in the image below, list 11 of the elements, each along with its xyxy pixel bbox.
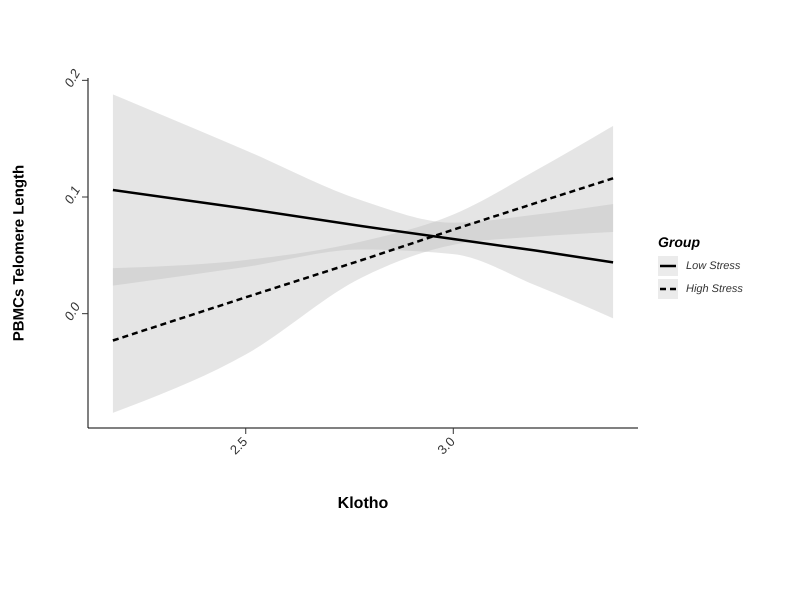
- x-tick-label: 3.0: [434, 434, 458, 458]
- legend-title: Group: [658, 234, 701, 250]
- y-tick-label: 0.2: [61, 66, 84, 90]
- x-axis-title: Klotho: [338, 495, 389, 512]
- y-tick-label: 0.0: [61, 299, 84, 323]
- line-series: [112, 177, 614, 342]
- legend-label: High Stress: [686, 283, 743, 295]
- x-tick-label: 2.5: [226, 434, 250, 458]
- y-tick-label: 0.1: [61, 183, 84, 206]
- y-axis-title: PBMCs Telomere Length: [10, 164, 28, 342]
- legend-label: Low Stress: [686, 260, 740, 272]
